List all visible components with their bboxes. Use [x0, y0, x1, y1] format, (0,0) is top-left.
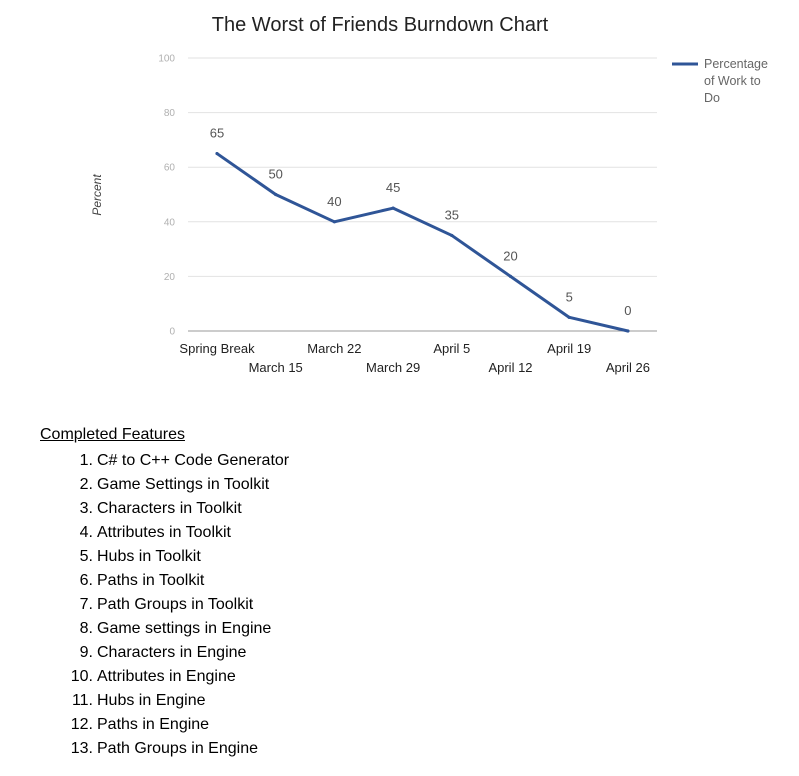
- data-point: [567, 315, 571, 319]
- legend-label: Percentage of Work to Do: [704, 57, 768, 105]
- feature-item: 2. Game Settings in Toolkit: [40, 473, 270, 497]
- features-list: 1. C# to C++ Code Generator 2. Game Setting…: [40, 449, 289, 761]
- features-title: Completed Features: [40, 426, 185, 443]
- feature-item: 13. Path Groups in Engine: [40, 737, 258, 761]
- data-point: [274, 192, 278, 197]
- feature-text: Game Settings in Toolkit: [97, 476, 270, 493]
- feature-item: 5. Hubs in Toolkit: [40, 545, 201, 569]
- feature-text: Game settings in Engine: [97, 620, 272, 637]
- chart-title: The Worst of Friends Burndown Chart: [212, 14, 549, 36]
- burndown-chart: The Worst of Friends Burndown Chart Perc…: [90, 14, 768, 375]
- feature-number: 7.: [79, 596, 93, 613]
- gridlines: [188, 57, 657, 332]
- feature-text: Attributes in Engine: [97, 668, 236, 685]
- data-point: [332, 220, 336, 224]
- feature-text: Hubs in Engine: [97, 692, 206, 709]
- series-line-layer: [215, 152, 630, 333]
- data-label: 35: [445, 207, 459, 222]
- feature-number: 11.: [71, 692, 93, 709]
- feature-number: 9.: [79, 644, 93, 661]
- feature-text: Attributes in Toolkit: [97, 524, 231, 541]
- data-point: [508, 274, 513, 278]
- data-point: [626, 329, 630, 333]
- data-label: 50: [268, 167, 282, 182]
- data-point: [450, 233, 454, 238]
- x-tick-label: April 5: [433, 341, 470, 356]
- x-tick-label: Spring Break: [179, 341, 255, 356]
- x-tick-label: March 22: [307, 341, 361, 356]
- feature-item: 10. Attributes in Engine: [40, 665, 236, 689]
- feature-number: 3.: [79, 500, 93, 517]
- feature-text: C# to C++ Code Generator: [97, 452, 290, 469]
- feature-text: Hubs in Toolkit: [97, 548, 201, 565]
- y-tick-label: 40: [164, 217, 176, 228]
- feature-number: 5.: [79, 548, 93, 565]
- feature-text: Characters in Engine: [97, 644, 247, 661]
- feature-item: 8. Game settings in Engine: [40, 617, 272, 641]
- feature-item: 4. Attributes in Toolkit: [40, 521, 231, 545]
- legend-label-line: Do: [704, 91, 720, 105]
- feature-number: 2.: [79, 476, 93, 493]
- feature-number: 6.: [79, 572, 93, 589]
- y-tick-label: 20: [164, 272, 176, 283]
- feature-item: 12. Paths in Engine: [40, 713, 209, 737]
- feature-text: Paths in Toolkit: [97, 572, 205, 589]
- x-tick-label: April 19: [547, 341, 591, 356]
- feature-text: Path Groups in Engine: [97, 740, 258, 757]
- feature-item: 7. Path Groups in Toolkit: [40, 593, 254, 617]
- data-label: 45: [386, 180, 400, 195]
- data-label: 0: [624, 303, 631, 318]
- y-tick-labels: 0 20 40 60 80 100: [158, 54, 175, 338]
- data-label: 40: [327, 194, 341, 209]
- feature-number: 4.: [79, 524, 93, 541]
- x-tick-label: April 26: [606, 360, 650, 375]
- feature-item: 1. C# to C++ Code Generator: [40, 449, 289, 473]
- feature-item: 6. Paths in Toolkit: [40, 569, 205, 593]
- data-point: [391, 206, 395, 210]
- x-tick-labels: Spring Break March 15 March 22 March 29 Apri…: [179, 341, 650, 375]
- legend: Percentage of Work to Do: [672, 57, 768, 105]
- data-label: 65: [210, 126, 224, 141]
- data-label: 5: [566, 289, 573, 304]
- x-tick-label: April 12: [488, 360, 532, 375]
- feature-text: Path Groups in Toolkit: [97, 596, 254, 613]
- feature-item: 3. Characters in Toolkit: [40, 497, 242, 521]
- legend-label-line: Percentage: [704, 57, 768, 71]
- y-axis-label: Percent: [90, 174, 104, 216]
- data-points: [215, 151, 630, 333]
- feature-number: 8.: [79, 620, 93, 637]
- feature-text: Characters in Toolkit: [97, 500, 242, 517]
- feature-number: 10.: [70, 668, 93, 685]
- feature-number: 1.: [79, 452, 93, 469]
- y-tick-label: 100: [158, 54, 175, 65]
- feature-item: 9. Characters in Engine: [40, 641, 247, 665]
- x-tick-label: March 29: [366, 360, 420, 375]
- legend-label-line: of Work to: [704, 74, 761, 88]
- data-point: [215, 151, 219, 156]
- feature-number: 13.: [70, 740, 93, 757]
- data-label: 20: [503, 248, 517, 263]
- completed-features: Completed Features 1. C# to C++ Code Gene…: [40, 425, 289, 761]
- y-tick-label: 0: [169, 327, 175, 338]
- y-tick-label: 60: [164, 163, 176, 174]
- feature-number: 12.: [70, 716, 93, 733]
- y-tick-label: 80: [164, 108, 176, 119]
- series-line: [215, 152, 630, 333]
- feature-item: 11. Hubs in Engine: [40, 689, 206, 713]
- x-tick-label: March 15: [249, 360, 303, 375]
- feature-text: Paths in Engine: [97, 716, 210, 733]
